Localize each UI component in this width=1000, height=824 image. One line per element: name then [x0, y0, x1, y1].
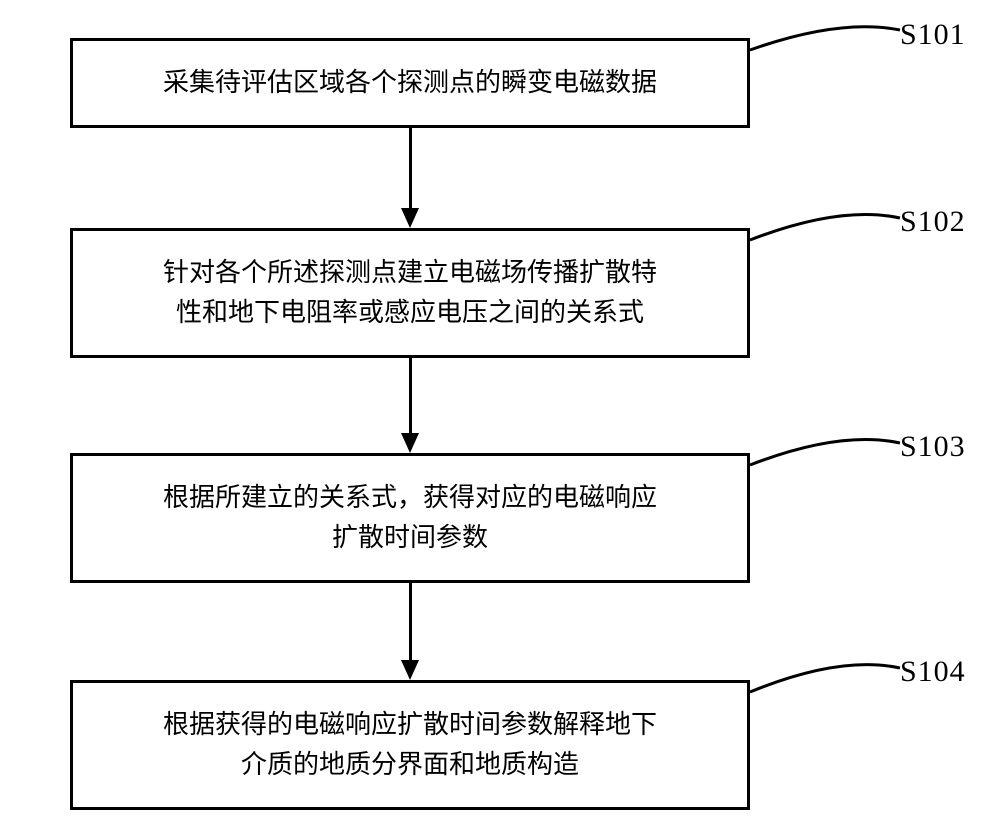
step-label-s103: S103	[900, 430, 966, 464]
step-label-s102: S102	[900, 205, 966, 239]
step-text-line1: 根据所建立的关系式，获得对应的电磁响应	[163, 483, 657, 512]
step-box-s101: 采集待评估区域各个探测点的瞬变电磁数据	[70, 38, 750, 128]
step-text-line1: 采集待评估区域各个探测点的瞬变电磁数据	[163, 68, 657, 97]
step-text-line2: 扩散时间参数	[332, 523, 488, 552]
step-box-s102: 针对各个所述探测点建立电磁场传播扩散特 性和地下电阻率或感应电压之间的关系式	[70, 228, 750, 358]
step-label-s101: S101	[900, 18, 966, 52]
step-text-line2: 介质的地质分界面和地质构造	[241, 750, 579, 779]
arrow-s102-s103	[409, 358, 412, 433]
step-box-s104: 根据获得的电磁响应扩散时间参数解释地下 介质的地质分界面和地质构造	[70, 680, 750, 810]
step-text-line1: 针对各个所述探测点建立电磁场传播扩散特	[163, 258, 657, 287]
arrow-s101-s102	[409, 128, 412, 208]
arrow-head-s102-s103	[401, 433, 419, 453]
step-text-line2: 性和地下电阻率或感应电压之间的关系式	[176, 298, 644, 327]
flowchart-canvas: 采集待评估区域各个探测点的瞬变电磁数据 针对各个所述探测点建立电磁场传播扩散特 …	[0, 0, 1000, 824]
arrow-head-s103-s104	[401, 660, 419, 680]
step-label-s104: S104	[900, 655, 966, 689]
step-box-s103: 根据所建立的关系式，获得对应的电磁响应 扩散时间参数	[70, 453, 750, 583]
arrow-s103-s104	[409, 583, 412, 660]
arrow-head-s101-s102	[401, 208, 419, 228]
step-text-line1: 根据获得的电磁响应扩散时间参数解释地下	[163, 710, 657, 739]
